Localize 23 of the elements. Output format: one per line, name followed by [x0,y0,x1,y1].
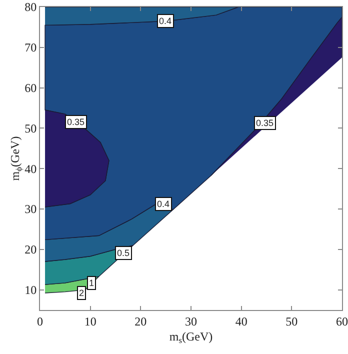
annotation: 0.4 [159,16,172,26]
y-tick-label: 70 [24,40,37,55]
annotation: 0.5 [117,248,130,258]
x-tick-label: 30 [185,314,197,328]
x-axis-title: m$_{s}$(GeV) [169,329,213,345]
y-tick-label: 50 [24,121,37,136]
y-tick-label: 40 [24,162,37,176]
y-tick-label: 30 [24,202,37,216]
x-tick-label: 20 [134,314,147,328]
x-tick-label: 0 [37,314,43,328]
annotation: 1 [89,278,94,288]
x-tick-label: 40 [235,314,248,328]
annotation: 0.4 [157,199,170,209]
y-tick-label: 80 [24,0,37,14]
annotation: 0.35 [67,117,85,127]
annotation: 2 [79,288,84,298]
y-tick-label: 10 [24,283,37,297]
y-tick-label: 20 [24,242,37,257]
x-tick-label: 50 [286,314,298,328]
x-tick-label: 10 [84,314,96,328]
annotation: 0.35 [256,118,274,128]
x-tick-label: 60 [336,314,348,328]
y-tick-label: 60 [24,81,37,95]
